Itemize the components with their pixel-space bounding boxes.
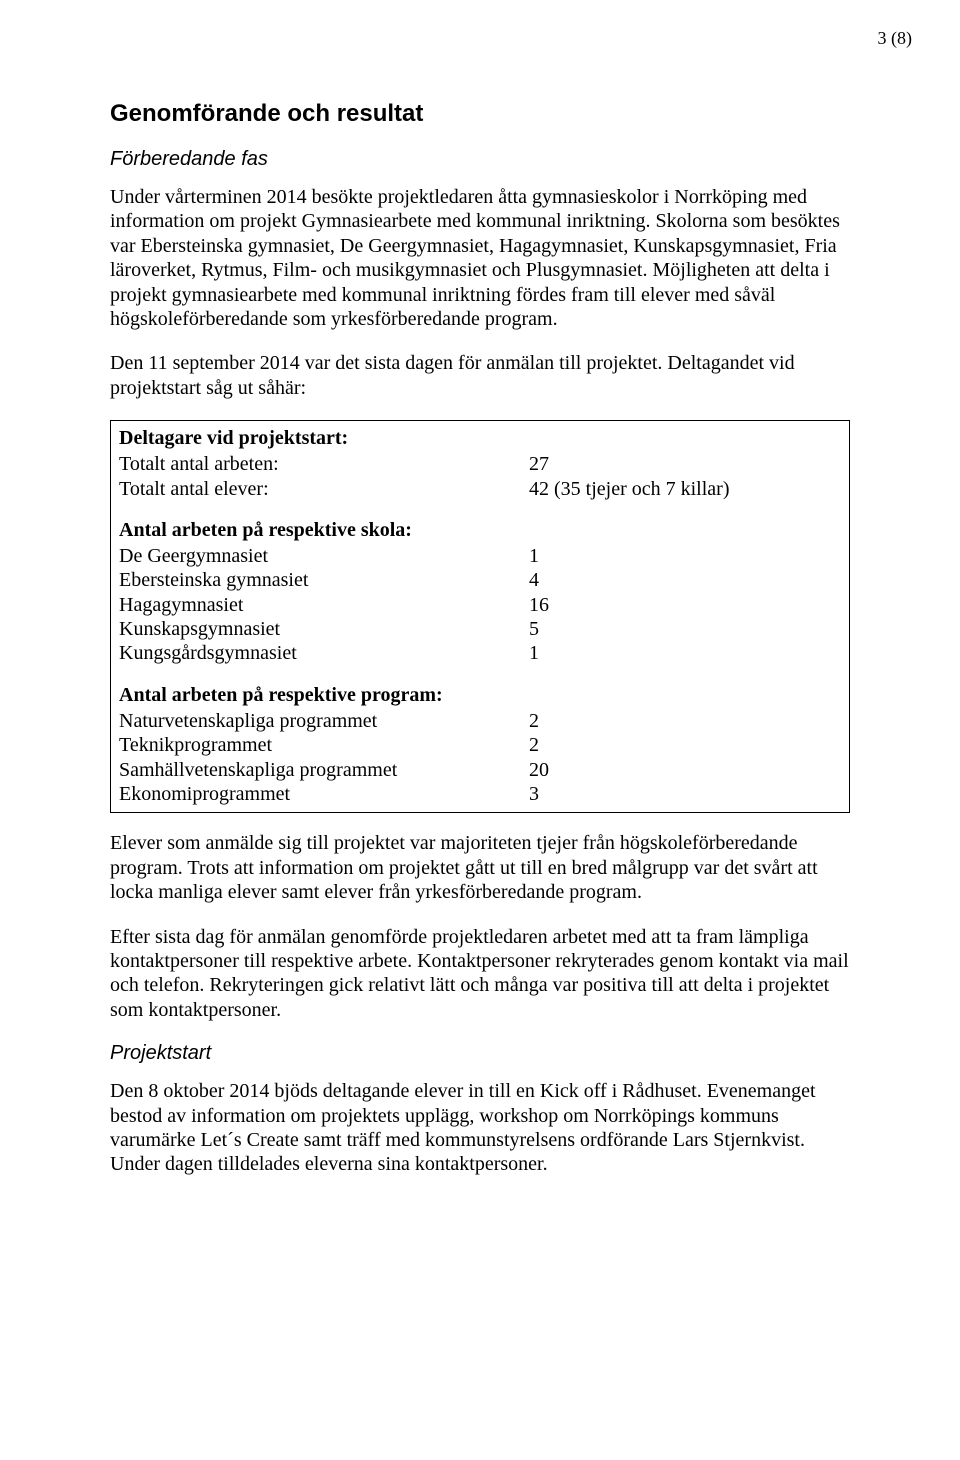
row-value: 20 xyxy=(529,758,841,782)
row-label: Kunskapsgymnasiet xyxy=(119,617,529,641)
row-label: Samhällvetenskapliga programmet xyxy=(119,758,529,782)
row-label: Kungsgårdsgymnasiet xyxy=(119,641,529,665)
table-row: Ebersteinska gymnasiet 4 xyxy=(119,568,841,592)
paragraph-2: Den 11 september 2014 var det sista dage… xyxy=(110,351,850,400)
table-row: Totalt antal arbeten: 27 xyxy=(119,452,841,476)
row-value: 2 xyxy=(529,709,841,733)
group-title-programs: Antal arbeten på respektive program: xyxy=(119,684,841,707)
table-row: Hagagymnasiet 16 xyxy=(119,593,841,617)
table-row: Totalt antal elever: 42 (35 tjejer och 7… xyxy=(119,477,841,501)
paragraph-3: Elever som anmälde sig till projektet va… xyxy=(110,831,850,904)
row-label: Naturvetenskapliga programmet xyxy=(119,709,529,733)
row-label: Teknikprogrammet xyxy=(119,733,529,757)
paragraph-1: Under vårterminen 2014 besökte projektle… xyxy=(110,185,850,331)
table-row: Ekonomiprogrammet 3 xyxy=(119,782,841,806)
row-label: Ekonomiprogrammet xyxy=(119,782,529,806)
participants-box: Deltagare vid projektstart: Totalt antal… xyxy=(110,420,850,813)
group-title-schools: Antal arbeten på respektive skola: xyxy=(119,519,841,542)
document-page: 3 (8) Genomförande och resultat Förbered… xyxy=(0,0,960,1460)
table-row: Naturvetenskapliga programmet 2 xyxy=(119,709,841,733)
subheading-preparatory-phase: Förberedande fas xyxy=(110,148,850,171)
section-title: Genomförande och resultat xyxy=(110,100,850,128)
page-number: 3 (8) xyxy=(878,28,913,49)
subheading-project-start: Projektstart xyxy=(110,1042,850,1065)
row-value: 42 (35 tjejer och 7 killar) xyxy=(529,477,841,501)
group-title-participants: Deltagare vid projektstart: xyxy=(119,427,841,450)
row-label: De Geergymnasiet xyxy=(119,544,529,568)
table-row: Kungsgårdsgymnasiet 1 xyxy=(119,641,841,665)
row-value: 27 xyxy=(529,452,841,476)
row-label: Totalt antal arbeten: xyxy=(119,452,529,476)
row-label: Totalt antal elever: xyxy=(119,477,529,501)
row-value: 2 xyxy=(529,733,841,757)
paragraph-4: Efter sista dag för anmälan genomförde p… xyxy=(110,925,850,1023)
row-value: 1 xyxy=(529,544,841,568)
table-row: Kunskapsgymnasiet 5 xyxy=(119,617,841,641)
row-value: 5 xyxy=(529,617,841,641)
row-label: Ebersteinska gymnasiet xyxy=(119,568,529,592)
paragraph-5: Den 8 oktober 2014 bjöds deltagande elev… xyxy=(110,1079,850,1177)
row-label: Hagagymnasiet xyxy=(119,593,529,617)
row-value: 3 xyxy=(529,782,841,806)
table-row: Samhällvetenskapliga programmet 20 xyxy=(119,758,841,782)
row-value: 16 xyxy=(529,593,841,617)
table-row: Teknikprogrammet 2 xyxy=(119,733,841,757)
table-row: De Geergymnasiet 1 xyxy=(119,544,841,568)
row-value: 1 xyxy=(529,641,841,665)
row-value: 4 xyxy=(529,568,841,592)
